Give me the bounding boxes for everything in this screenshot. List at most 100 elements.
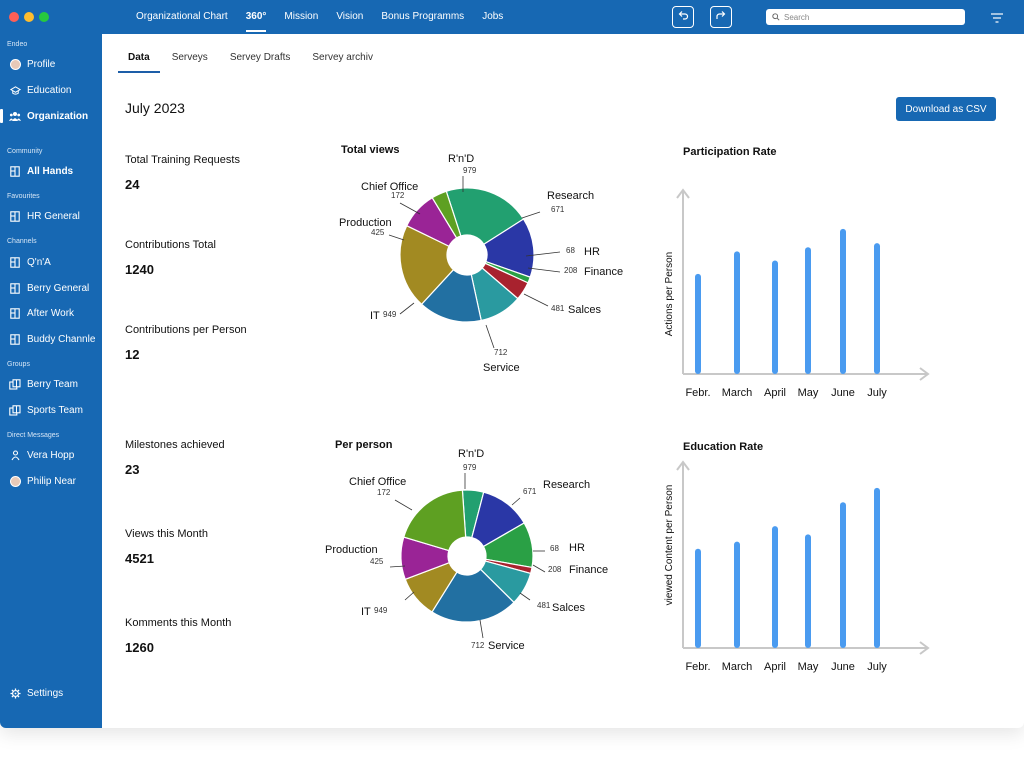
tab-servey-archiv[interactable]: Servey archiv <box>312 52 373 63</box>
slice-label: Research <box>543 479 590 491</box>
sidebar-item-label: Berry General <box>27 282 90 294</box>
download-csv-button[interactable]: Download as CSV <box>896 97 996 121</box>
sidebar-item-settings[interactable]: Settings <box>0 682 102 704</box>
leader-line <box>388 234 405 241</box>
sidebar-item-label: Buddy Channle <box>27 333 96 345</box>
sidebar-item-berry-team[interactable]: Berry Team <box>0 373 102 395</box>
sidebar-item-label: Berry Team <box>27 378 78 390</box>
slice-value-label: 425 <box>371 228 385 237</box>
sidebar-item-philip-near[interactable]: Philip Near <box>0 470 102 492</box>
x-axis-arrow <box>919 641 930 655</box>
page-title: July 2023 <box>125 100 185 116</box>
pie-slice <box>461 489 485 539</box>
search-box[interactable] <box>766 9 965 25</box>
sidebar-item-label: All Hands <box>27 165 74 177</box>
bar <box>734 251 740 374</box>
x-tick-label: April <box>764 387 786 399</box>
search-input[interactable] <box>784 12 954 22</box>
slice-label: Finance <box>569 564 608 576</box>
pie-slice <box>405 196 458 248</box>
sidebar-item-vera-hopp[interactable]: Vera Hopp <box>0 444 102 466</box>
top-nav-tab[interactable]: Mission <box>284 11 319 22</box>
channel-icon <box>9 210 21 222</box>
leader-line <box>404 591 415 601</box>
stat-value: 24 <box>125 177 140 192</box>
redo-button[interactable] <box>710 6 732 28</box>
slice-value-label: 208 <box>548 565 562 574</box>
slice-label: HR <box>569 542 585 554</box>
x-axis-arrow <box>919 367 930 381</box>
top-nav-tab[interactable]: 360° <box>237 0 276 34</box>
y-axis-arrow <box>676 188 690 199</box>
sidebar-item-organization[interactable]: Organization <box>0 105 102 127</box>
y-axis-label: Actions per Person <box>664 252 675 337</box>
sidebar-item-label: Q'n'A <box>27 256 51 268</box>
sidebar-item-berry-general[interactable]: Berry General <box>0 277 102 299</box>
stat-value: 4521 <box>125 551 154 566</box>
top-nav-tab[interactable]: Jobs <box>482 11 504 22</box>
slice-value-label: 979 <box>463 166 477 175</box>
sidebar-item-sports-team[interactable]: Sports Team <box>0 399 102 421</box>
slice-value-label: 68 <box>566 246 575 255</box>
education-icon <box>9 84 21 96</box>
top-nav-tab[interactable]: Vision <box>336 11 364 22</box>
minimize-window-button[interactable] <box>24 12 34 22</box>
slice-label: Chief Office <box>349 476 406 488</box>
slice-value-label: 712 <box>494 348 508 357</box>
undo-button[interactable] <box>672 6 694 28</box>
y-axis-arrow <box>676 460 690 471</box>
pie-slice <box>431 568 515 623</box>
x-tick-label: March <box>722 661 753 673</box>
sidebar-item-education[interactable]: Education <box>0 79 102 101</box>
bar <box>805 534 811 648</box>
avatar-icon <box>9 475 21 487</box>
tab-data[interactable]: Data <box>118 44 160 73</box>
channel-icon <box>9 256 21 268</box>
pie-slice <box>481 262 529 300</box>
sidebar-item-after-work[interactable]: After Work <box>0 302 102 324</box>
sidebar-item-hr-general[interactable]: HR General <box>0 205 102 227</box>
top-nav-tab[interactable]: Organizational Chart <box>136 11 228 22</box>
slice-value-label: 172 <box>391 191 405 200</box>
sidebar-item-label: Settings <box>27 687 64 699</box>
sidebar-item-all-hands[interactable]: All Hands <box>0 160 102 182</box>
maximize-window-button[interactable] <box>39 12 49 22</box>
search-icon <box>772 8 780 26</box>
sidebar-item-label: Organization <box>27 110 89 122</box>
redo-icon <box>715 8 727 26</box>
stat-label: Milestones achieved <box>125 439 225 451</box>
chart-title: Participation Rate <box>683 146 777 158</box>
close-window-button[interactable] <box>9 12 19 22</box>
undo-icon <box>677 8 689 26</box>
x-tick-label: May <box>798 661 819 673</box>
sidebar-item-profile[interactable]: Profile <box>0 53 102 75</box>
sidebar: Endeo Profile Education Organization Communi… <box>0 0 102 728</box>
pie-slice <box>399 224 455 306</box>
top-nav-tab[interactable]: Bonus Programms <box>381 11 465 22</box>
slice-label: Service <box>483 362 520 374</box>
tab-servey-drafts[interactable]: Servey Drafts <box>229 52 291 63</box>
slice-value-label: 481 <box>537 601 551 610</box>
sidebar-item-label: After Work <box>27 307 75 319</box>
x-tick-label: June <box>831 661 855 673</box>
slice-label: Finance <box>584 266 623 278</box>
slice-label: Research <box>547 190 594 202</box>
stat-label: Komments this Month <box>125 617 232 629</box>
sidebar-item-label: Education <box>27 84 72 96</box>
x-tick-label: July <box>867 387 887 399</box>
filter-button[interactable] <box>990 11 1004 23</box>
leader-line <box>532 564 546 573</box>
filter-icon <box>990 11 1004 28</box>
x-tick-label: May <box>798 387 819 399</box>
slice-label: Salces <box>552 602 586 614</box>
leader-line <box>485 324 495 349</box>
leader-line <box>527 267 561 273</box>
sidebar-item-buddy-channle[interactable]: Buddy Channle <box>0 328 102 350</box>
pie-slice <box>420 268 482 323</box>
tab-serveys[interactable]: Serveys <box>171 52 208 63</box>
slice-value-label: 481 <box>551 304 565 313</box>
pie-slice <box>484 260 531 284</box>
sidebar-section-title: Direct Messages <box>7 432 60 439</box>
x-tick-label: March <box>722 387 753 399</box>
sidebar-item-q-n-a[interactable]: Q'n'A <box>0 251 102 273</box>
